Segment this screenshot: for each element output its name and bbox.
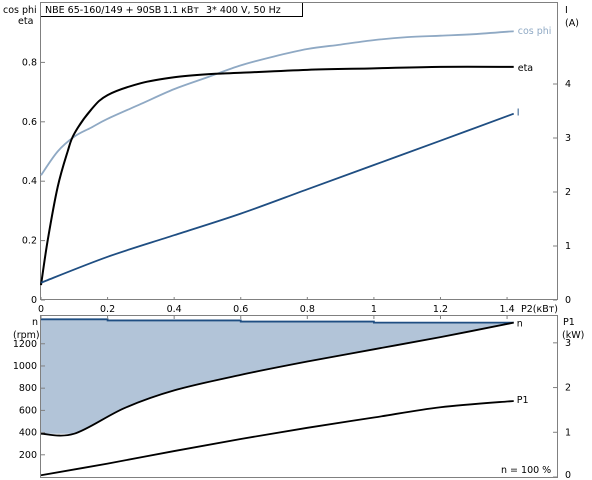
top-axes-layer: 0 0.2 0.4 0.6 0.8 1 1.2 1.4 0 0.2 0.4 0.6 0.8 0 1 2 3 4 — [22, 57, 571, 315]
right-axis-label-kw: (kW) — [562, 330, 584, 341]
left-tick-label: 0.8 — [22, 57, 37, 68]
series-label-eta: eta — [518, 63, 533, 74]
left-tick-label: 0 — [31, 295, 37, 306]
x-tick-label: 1.4 — [500, 304, 515, 315]
speed-band-layer — [41, 318, 514, 434]
right-tick-label: 1 — [565, 241, 571, 252]
max-speed-line — [41, 318, 514, 324]
top-plot-area — [40, 2, 558, 300]
bottom-right-tick-label: 0 — [565, 470, 571, 480]
left-tick-label: 0.2 — [22, 236, 37, 247]
bottom-left-tick-label: 800 — [19, 383, 37, 394]
right-axis-label-i: I — [565, 5, 568, 16]
right-axis-label-unit-a: (A) — [565, 18, 579, 29]
left-tick-label: 0.4 — [22, 176, 37, 187]
x-tick-label: 0.8 — [300, 304, 315, 315]
bottom-plot-frame — [40, 315, 558, 478]
bottom-right-tick-label: 3 — [565, 338, 571, 349]
series-label-p1: P1 — [517, 395, 529, 406]
bottom-left-tick-label: 600 — [19, 405, 37, 416]
x-tick-label: 1.2 — [433, 304, 448, 315]
series-line-n — [40, 321, 514, 437]
bottom-left-tick-label: 1000 — [13, 361, 37, 372]
left-axis-label-rpm: (rpm) — [13, 330, 40, 341]
x-tick-label: 0.4 — [167, 304, 182, 315]
bottom-left-tick-label: 1200 — [13, 339, 37, 350]
bottom-right-tick-label: 1 — [565, 427, 571, 438]
x-axis-label-p2: P2(кВт) — [521, 304, 558, 315]
left-axis-label-eta: eta — [18, 16, 33, 27]
speed-range-band — [41, 319, 514, 434]
left-axis-label-n: n — [32, 317, 38, 328]
series-line-i — [40, 112, 515, 284]
series-label-i: I — [517, 108, 520, 119]
bottom-left-tick-label: 400 — [19, 428, 37, 439]
top-series-layer: cos phi eta I — [40, 26, 552, 286]
left-tick-label: 0.6 — [22, 117, 37, 128]
bottom-axes-layer: 200 400 600 800 1000 1200 0 1 2 3 — [13, 316, 571, 480]
left-axis-label-cosphi: cos phi — [3, 5, 37, 16]
series-line-eta — [40, 65, 514, 286]
x-tick-label: 0.6 — [233, 304, 248, 315]
right-axis-label-p1: P1 — [563, 317, 575, 328]
speed-annotation: n = 100 % — [501, 465, 551, 476]
header-pump-model: NBE 65-160/149 + 90SB — [45, 5, 161, 16]
series-line-cos-phi — [40, 30, 514, 176]
right-tick-label: 2 — [565, 187, 571, 198]
series-line-p1 — [40, 400, 514, 477]
bottom-right-tick-label: 2 — [565, 383, 571, 394]
bottom-series-layer: n P1 — [40, 319, 529, 477]
top-plot-frame — [40, 2, 558, 300]
x-tick-label: 1 — [371, 304, 377, 315]
bottom-left-tick-label: 200 — [19, 450, 37, 461]
header-supply: 3* 400 V, 50 Hz — [206, 5, 281, 16]
x-tick-label: 0.2 — [100, 304, 115, 315]
right-tick-label: 0 — [565, 295, 571, 306]
header-power: 1.1 кВт — [163, 5, 199, 16]
series-label-n: n — [517, 319, 523, 330]
series-label-cos-phi: cos phi — [518, 26, 552, 37]
right-tick-label: 4 — [565, 79, 571, 90]
right-tick-label: 3 — [565, 133, 571, 144]
x-tick-label: 0 — [38, 304, 44, 315]
